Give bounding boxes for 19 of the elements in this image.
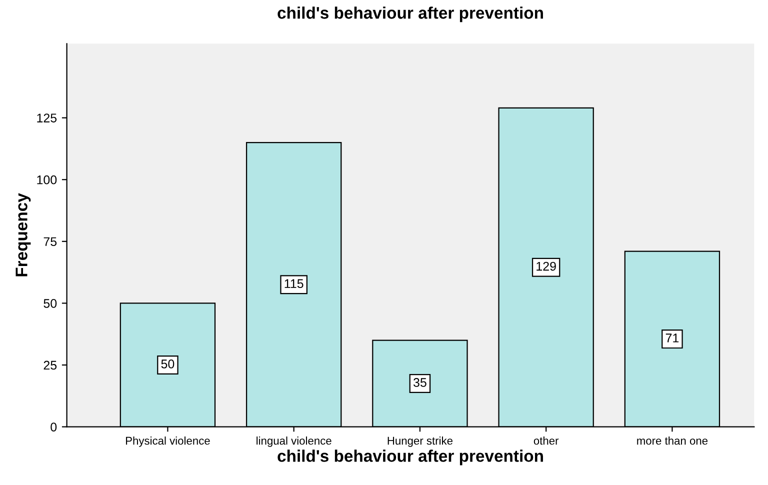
x-tick-label: more than one	[637, 436, 708, 445]
data-label: 115	[284, 279, 304, 288]
x-tick-label: lingual violence	[256, 436, 332, 447]
x-tick-label: Hunger strike	[388, 436, 452, 447]
data-label: 50	[161, 360, 174, 368]
y-tick-label: 75	[44, 237, 57, 246]
data-label: 35	[413, 378, 426, 387]
x-axis-title: child's behaviour after prevention	[278, 450, 543, 466]
x-tick-label: other	[534, 436, 559, 445]
data-label: 71	[666, 334, 679, 342]
y-tick-label: 25	[44, 360, 57, 370]
data-label: 129	[536, 262, 556, 271]
y-tick-label: 125	[37, 114, 57, 122]
chart-title: child's behaviour after prevention	[278, 6, 543, 22]
y-axis-title: Frequency	[16, 193, 31, 276]
y-tick-label: 0	[50, 422, 57, 432]
y-tick-label: 50	[44, 299, 57, 308]
y-tick-label: 100	[37, 175, 57, 184]
x-tick-label: Physical violence	[126, 436, 210, 447]
